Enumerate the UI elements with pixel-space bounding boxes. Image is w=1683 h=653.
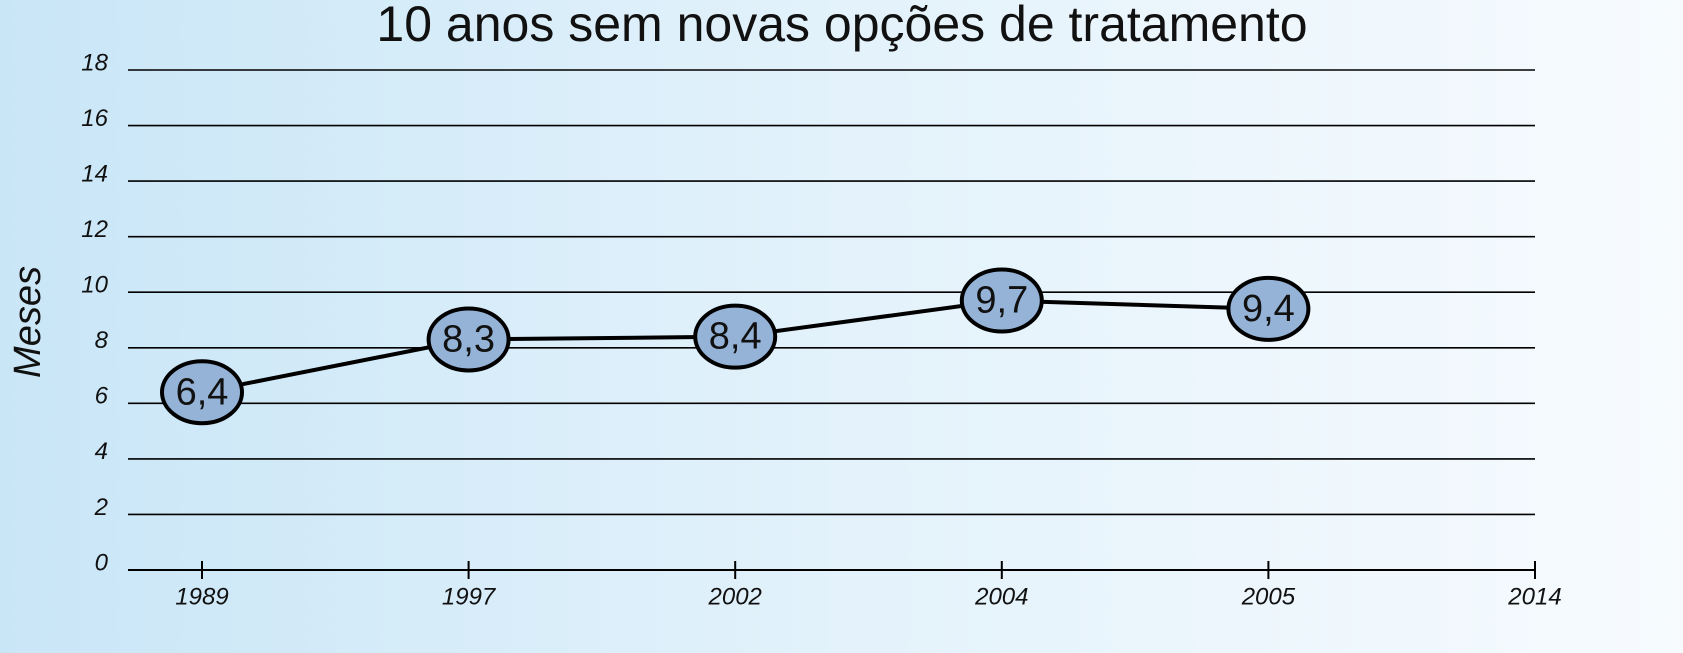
- y-tick-label: 14: [81, 160, 108, 187]
- y-tick-label: 10: [81, 272, 108, 299]
- y-axis-title: Meses: [7, 266, 49, 378]
- x-tick-label: 2005: [1241, 583, 1296, 610]
- chart-title: 10 anos sem novas opções de tratamento: [376, 0, 1307, 52]
- data-label: 9,7: [975, 280, 1028, 322]
- x-tick-label: 1997: [442, 583, 497, 610]
- y-tick-label: 2: [94, 494, 108, 521]
- y-tick-label: 6: [95, 383, 109, 410]
- y-tick-label: 18: [81, 49, 108, 76]
- y-tick-label: 8: [95, 327, 109, 354]
- data-label: 8,3: [442, 318, 495, 360]
- y-tick-label: 12: [81, 216, 108, 243]
- data-point: [426, 306, 511, 373]
- data-point: [959, 267, 1044, 334]
- data-point: [160, 359, 244, 426]
- x-tick-label: 1989: [175, 583, 228, 610]
- x-tick-label: 2014: [1507, 583, 1561, 610]
- y-tick-label: 16: [81, 105, 108, 132]
- data-label: 6,4: [176, 371, 229, 413]
- x-tick-label: 2002: [708, 583, 762, 610]
- data-label: 9,4: [1242, 288, 1295, 330]
- data-point: [1226, 275, 1311, 342]
- y-tick-label: 4: [95, 438, 108, 465]
- x-tick-label: 2004: [974, 583, 1028, 610]
- data-point: [693, 303, 778, 370]
- data-label: 8,4: [709, 316, 762, 358]
- y-tick-label: 0: [95, 549, 109, 576]
